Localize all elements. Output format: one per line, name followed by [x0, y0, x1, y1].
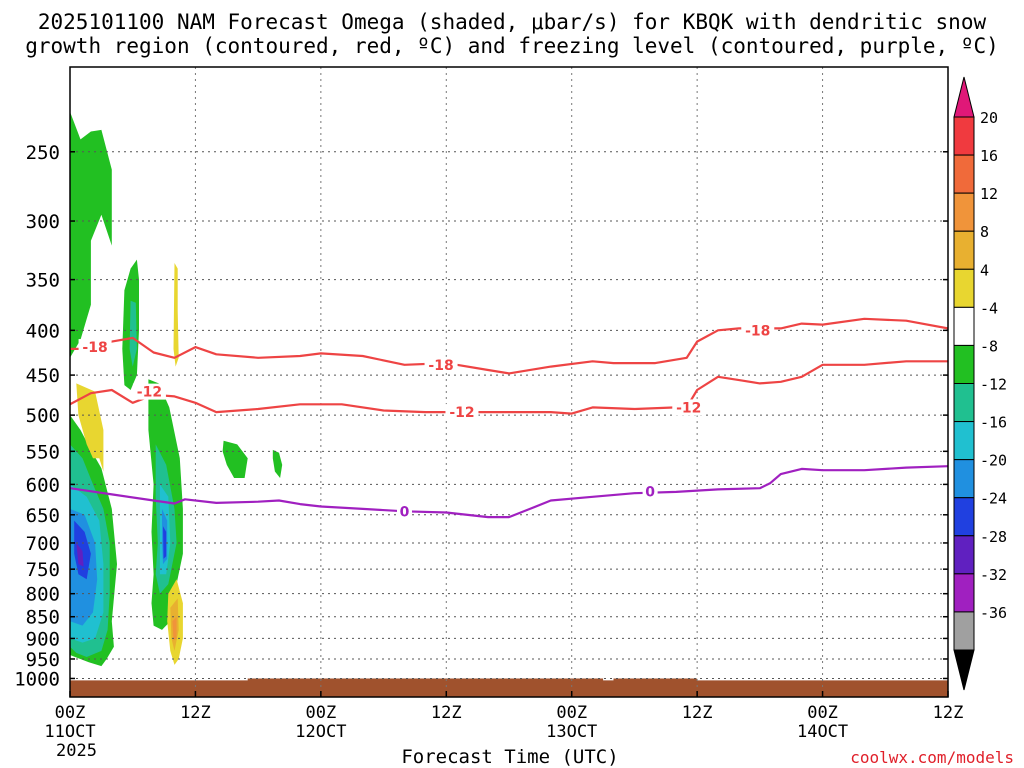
colorbar-label-1: 16: [980, 147, 998, 165]
omega-region-9: [129, 300, 137, 367]
colorbar-swatch-2: [953, 192, 975, 232]
colorbar-label-6: -8: [980, 337, 998, 355]
x-tick-label-24-2: 12OCT: [295, 722, 346, 742]
colorbar-swatch-7: [953, 383, 975, 423]
colorbar-label-8: -16: [980, 414, 1007, 432]
contour-label-2: -18: [745, 323, 770, 339]
x-axis-label: Forecast Time (UTC): [401, 746, 619, 768]
omega-region-10: [173, 263, 179, 367]
y-tick-label-650: 650: [26, 505, 60, 527]
x-tick-label-60-1: 12Z: [682, 703, 713, 723]
colorbar-label-3: 8: [980, 223, 989, 241]
colorbar-swatch-5: [953, 306, 975, 346]
x-tick-label-72-1: 00Z: [807, 703, 838, 723]
colorbar-label-12: -32: [980, 566, 1007, 584]
contour-label-3: -12: [137, 385, 162, 401]
contour-label-bg-6: [396, 503, 412, 520]
colorbar-swatch-6: [953, 344, 975, 384]
x-tick-label-12-1: 12Z: [180, 703, 211, 723]
contour-label-bg-2: [741, 322, 775, 339]
y-tick-label-400: 400: [26, 320, 60, 342]
y-tick-label-950: 950: [26, 649, 60, 671]
site-credit[interactable]: coolwx.com/models: [850, 748, 1014, 767]
chart-title-line2: growth region (contoured, red, ºC) and f…: [25, 34, 999, 58]
y-tick-label-350: 350: [26, 270, 60, 292]
omega-region-7: [76, 383, 104, 472]
contour-label-0: -18: [82, 340, 107, 356]
contour-label-bg-7: [642, 483, 658, 500]
colorbar-swatch-1: [953, 154, 975, 194]
contour-label-4: -12: [449, 405, 474, 421]
colorbar-label-9: -20: [980, 452, 1007, 470]
contour-label-5: -12: [676, 400, 701, 416]
contour-label-bg-0: [78, 339, 112, 356]
colorbar-label-4: 4: [980, 261, 989, 279]
plot-frame: [69, 66, 949, 698]
colorbar-top-arrow: [953, 76, 975, 118]
y-tick-label-600: 600: [26, 474, 60, 496]
x-tick-label-72-2: 14OCT: [797, 722, 848, 742]
omega-region-18: [172, 616, 177, 641]
y-tick-label-300: 300: [26, 211, 60, 233]
colorbar-swatch-11: [953, 535, 975, 575]
contour--18: [70, 317, 948, 375]
colorbar-bottom-arrow: [953, 649, 975, 691]
colorbar-label-0: 20: [980, 109, 998, 127]
colorbar-label-5: -4: [980, 299, 998, 317]
y-tick-label-700: 700: [26, 533, 60, 555]
contour-label-bg-4: [445, 404, 479, 421]
contour-label-6: 0: [400, 504, 410, 520]
contour--12: [70, 360, 948, 415]
contour-0: [70, 465, 948, 519]
y-tick-label-900: 900: [26, 628, 60, 650]
omega-region-5: [74, 520, 91, 580]
omega-region-6: [76, 543, 84, 567]
x-tick-label-0-3: 2025: [56, 741, 97, 761]
colorbar-swatch-13: [953, 611, 975, 651]
contour-label-bg-5: [672, 399, 706, 416]
colorbar-swatch-12: [953, 573, 975, 613]
y-tick-label-800: 800: [26, 584, 60, 606]
y-tick-label-250: 250: [26, 142, 60, 164]
x-tick-label-84-1: 12Z: [933, 703, 964, 723]
x-tick-label-0-2: 11OCT: [44, 722, 95, 742]
colorbar-label-2: 12: [980, 185, 998, 203]
contour-label-7: 0: [645, 484, 655, 500]
colorbar-swatch-9: [953, 459, 975, 499]
omega-region-19: [222, 440, 248, 478]
y-tick-label-550: 550: [26, 441, 60, 463]
colorbar-swatch-4: [953, 268, 975, 308]
x-tick-label-24-1: 00Z: [305, 703, 336, 723]
chart-title-line1: 2025101100 NAM Forecast Omega (shaded, μ…: [37, 10, 987, 34]
y-tick-label-750: 750: [26, 559, 60, 581]
contour-label-bg-1: [424, 356, 458, 373]
omega-region-20: [272, 449, 283, 478]
ground-terrain: [70, 678, 948, 697]
x-tick-label-36-1: 12Z: [431, 703, 462, 723]
x-tick-label-48-2: 13OCT: [546, 722, 597, 742]
contour-label-1: -18: [428, 358, 453, 374]
x-tick-label-48-1: 00Z: [556, 703, 587, 723]
y-tick-label-1000: 1000: [14, 668, 60, 690]
x-tick-label-0-1: 00Z: [55, 703, 86, 723]
colorbar-label-10: -24: [980, 490, 1007, 508]
colorbar-swatch-10: [953, 497, 975, 537]
colorbar-swatch-0: [953, 116, 975, 156]
y-tick-label-500: 500: [26, 405, 60, 427]
plot-area: -18 -18 -18 -12 -12 -12 0 0: [70, 67, 948, 697]
colorbar-swatch-8: [953, 421, 975, 461]
colorbar-label-7: -12: [980, 376, 1007, 394]
y-tick-label-450: 450: [26, 365, 60, 387]
omega-region-15: [163, 526, 167, 559]
omega-region-0: [70, 111, 112, 358]
colorbar-swatch-3: [953, 230, 975, 270]
contour-label-bg-3: [132, 383, 166, 400]
colorbar-label-13: -36: [980, 604, 1007, 622]
y-tick-label-850: 850: [26, 607, 60, 629]
colorbar-label-11: -28: [980, 528, 1007, 546]
